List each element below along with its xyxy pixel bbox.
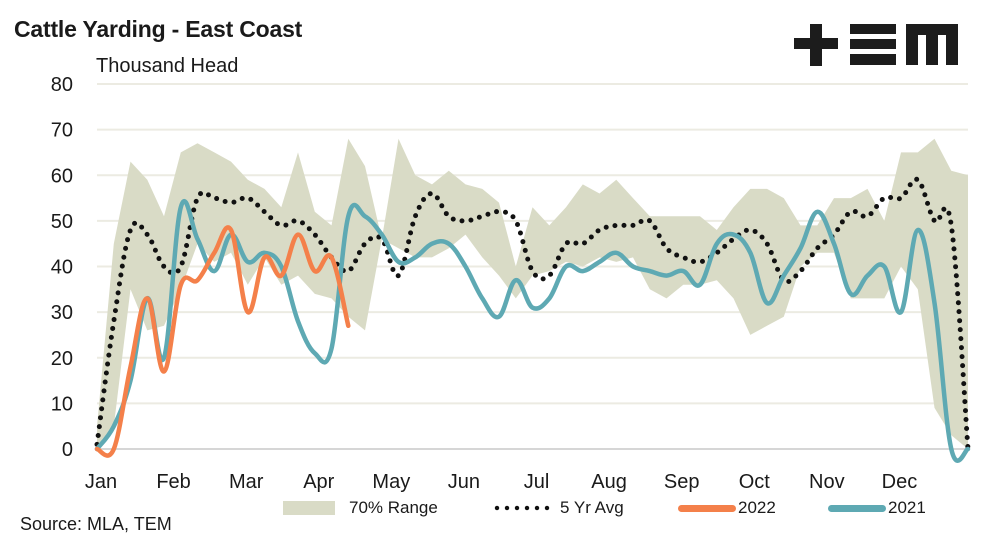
logo-m bbox=[906, 24, 958, 65]
x-tick-label: Oct bbox=[739, 471, 771, 493]
legend-swatch-2022 bbox=[678, 504, 736, 512]
y-tick-label: 30 bbox=[51, 302, 73, 324]
x-tick-label: Jun bbox=[448, 471, 480, 493]
x-tick-labels: Jan Feb Mar Apr May Jun Jul Aug Sep Oct Nov Dec bbox=[85, 471, 917, 493]
x-tick-label: Jan bbox=[85, 471, 117, 493]
x-tick-label: Jul bbox=[524, 471, 550, 493]
x-tick-label: Aug bbox=[591, 471, 627, 493]
y-tick-label: 80 bbox=[51, 74, 73, 96]
series-5yr-avg bbox=[94, 176, 971, 452]
chart-title: Cattle Yarding - East Coast bbox=[14, 16, 303, 42]
range-band-layer bbox=[97, 138, 968, 450]
y-tick-label: 50 bbox=[51, 211, 73, 233]
logo-e-top bbox=[850, 24, 896, 34]
x-tick-label: Feb bbox=[156, 471, 190, 493]
x-tick-label: Apr bbox=[303, 471, 334, 493]
avg-layer bbox=[94, 176, 971, 452]
y-tick-label: 10 bbox=[51, 393, 73, 415]
y-tick-label: 60 bbox=[51, 165, 73, 187]
x-tick-label: May bbox=[372, 471, 410, 493]
y-tick-labels: 0 10 20 30 40 50 60 70 80 bbox=[51, 74, 73, 461]
y-tick-label: 20 bbox=[51, 348, 73, 370]
legend-item-avg: 5 Yr Avg bbox=[492, 498, 624, 518]
legend-label-2022: 2022 bbox=[738, 498, 776, 517]
legend-item-2022: 2022 bbox=[678, 498, 776, 518]
lines-layer bbox=[94, 199, 971, 463]
logo-e-bottom bbox=[850, 54, 896, 65]
legend-item-range: 70% Range bbox=[283, 498, 438, 518]
x-tick-label: Nov bbox=[809, 471, 845, 493]
x-tick-label: Sep bbox=[664, 471, 700, 493]
logo-plus-vertical bbox=[810, 24, 822, 66]
series-2022 bbox=[94, 225, 351, 458]
legend-label-range: 70% Range bbox=[349, 498, 438, 517]
logo-e-middle bbox=[850, 39, 896, 49]
tem-logo: +EM bbox=[794, 24, 958, 66]
source-note: Source: MLA, TEM bbox=[20, 514, 172, 534]
legend-swatch-range bbox=[283, 501, 335, 515]
legend-label-avg: 5 Yr Avg bbox=[560, 498, 624, 517]
range-band-70pct bbox=[97, 138, 968, 450]
y-tick-label: 40 bbox=[51, 257, 73, 279]
y-axis-unit-label: Thousand Head bbox=[96, 55, 239, 77]
legend-swatch-avg bbox=[492, 505, 550, 511]
y-tick-label: 0 bbox=[62, 439, 73, 461]
legend-item-2021: 2021 bbox=[828, 498, 926, 518]
legend-label-2021: 2021 bbox=[888, 498, 926, 517]
legend-swatch-2021 bbox=[828, 504, 886, 512]
x-tick-label: Mar bbox=[229, 471, 264, 493]
y-tick-label: 70 bbox=[51, 120, 73, 142]
x-tick-label: Dec bbox=[882, 471, 918, 493]
